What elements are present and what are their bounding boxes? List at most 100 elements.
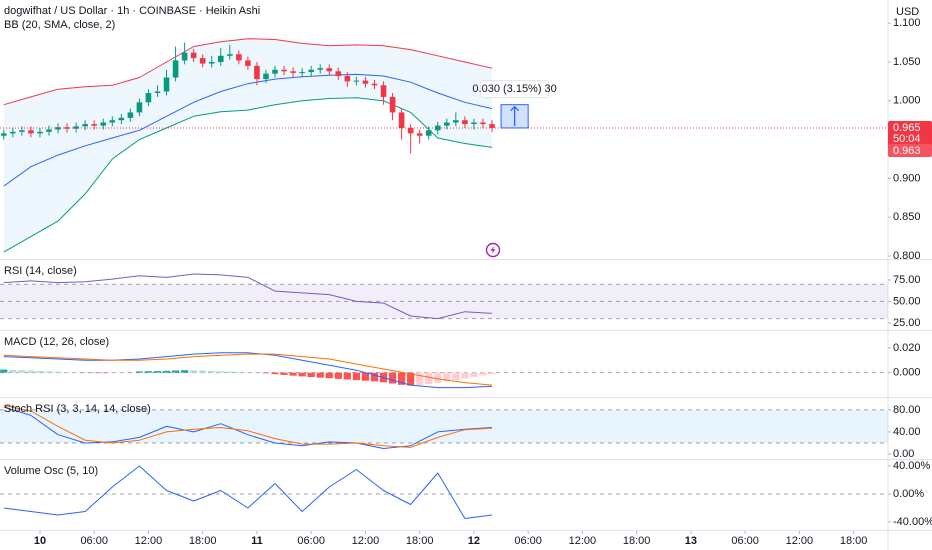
y-tick-label: 0.020 (893, 342, 921, 354)
x-tick-label: 12:00 (135, 535, 163, 547)
x-tick-label: 10 (34, 535, 46, 547)
bid-label: 0.963 (893, 145, 921, 157)
y-tick-label: 0.00 (893, 448, 914, 460)
x-tick-label: 13 (685, 535, 697, 547)
price-label: 0.965 (893, 122, 921, 134)
histogram-bar (407, 372, 415, 386)
y-tick-label: 80.00 (893, 404, 921, 416)
candle-body (480, 122, 486, 125)
candle-body (100, 122, 107, 126)
y-tick-label: 0.900 (893, 172, 921, 184)
candle-body (453, 120, 459, 123)
x-tick-label: 06:00 (514, 535, 542, 547)
x-tick-label: 11 (251, 535, 263, 547)
histogram-bar (36, 370, 44, 373)
y-tick-label: 75.00 (893, 274, 921, 286)
chart-title: dogwifhat / US Dollar · 1h · COINBASE · … (4, 5, 260, 17)
line (3, 353, 493, 386)
candle-body (0, 133, 7, 136)
candle-body (326, 68, 333, 72)
line (3, 38, 493, 106)
candle-body (208, 61, 215, 64)
histogram-bar (470, 372, 478, 377)
candle-body (344, 75, 351, 82)
pane (0, 352, 888, 389)
histogram-bar (153, 371, 162, 373)
histogram-bar (334, 372, 342, 379)
line (3, 97, 493, 253)
price-label-box (888, 120, 932, 149)
histogram-bar (488, 372, 496, 375)
histogram-bar (443, 372, 451, 382)
x-tick-label: 12 (468, 535, 480, 547)
candle-body (462, 120, 468, 125)
histogram-bar (190, 370, 198, 373)
candle-body (136, 102, 143, 113)
histogram-bar (171, 370, 180, 373)
y-tick-label: 0.000 (893, 367, 921, 379)
pane (0, 465, 888, 519)
histogram-bar (416, 372, 424, 386)
candle-body (245, 60, 251, 66)
candle-body (127, 112, 134, 118)
histogram-bar (208, 370, 216, 373)
candle-body (263, 73, 269, 80)
candle-body (335, 71, 342, 76)
histogram-bar (316, 372, 324, 378)
histogram-bar (298, 372, 306, 377)
histogram-bar (54, 371, 62, 373)
histogram-bar (307, 372, 315, 378)
candle-body (425, 130, 432, 136)
candle-body (353, 80, 360, 82)
candle-body (19, 130, 25, 132)
x-tick-label: 12:00 (569, 535, 597, 547)
histogram-bar (162, 370, 171, 373)
histogram-bar (27, 370, 35, 373)
candle-body (389, 96, 396, 113)
y-tick-label: -40.00% (893, 516, 932, 528)
candle-body (154, 91, 161, 94)
candle-body (290, 71, 296, 73)
x-tick-label: 18:00 (189, 535, 217, 547)
x-tick-label: 18:00 (840, 535, 868, 547)
pane (0, 405, 888, 449)
candle-body (10, 131, 16, 134)
histogram-bar (397, 372, 406, 385)
alert-icon-bolt (490, 246, 496, 254)
x-tick-label: 18:00 (623, 535, 651, 547)
candle-body (489, 124, 495, 128)
histogram-bar (226, 371, 234, 373)
histogram-bar (271, 372, 279, 375)
histogram-bar (343, 372, 351, 380)
histogram-bar (144, 371, 153, 373)
candle-body (73, 126, 79, 129)
y-tick-label: 25.00 (893, 317, 921, 329)
x-tick-label: 06:00 (80, 535, 108, 547)
histogram-bar (9, 369, 17, 373)
candle-body (109, 120, 116, 123)
histogram-bar (370, 372, 379, 382)
histogram-bar (425, 372, 433, 385)
histogram-bar (262, 372, 270, 374)
measure-label: 0.030 (3.15%) 30 (472, 83, 556, 95)
histogram-bar (452, 372, 460, 380)
candle-body (380, 85, 387, 97)
y-tick-label: 50.00 (893, 295, 921, 307)
alert-icon[interactable] (485, 242, 501, 258)
alert-icon-ring (485, 242, 501, 258)
pane-title: RSI (14, close) (4, 265, 77, 277)
candle-body (254, 65, 260, 80)
band-fill (3, 38, 493, 253)
y-tick-label: 0.800 (893, 250, 921, 262)
candle-body (55, 127, 61, 130)
candle-body (46, 129, 52, 132)
candle-body (362, 80, 369, 84)
candle-body (172, 60, 179, 78)
candle-body (118, 117, 125, 121)
histogram-bar (180, 370, 189, 373)
candle-body (308, 69, 314, 73)
x-tick-label: 12:00 (786, 535, 814, 547)
candle-body (37, 131, 43, 134)
candle-body (64, 127, 70, 129)
y-tick-label: 0.850 (893, 211, 921, 223)
